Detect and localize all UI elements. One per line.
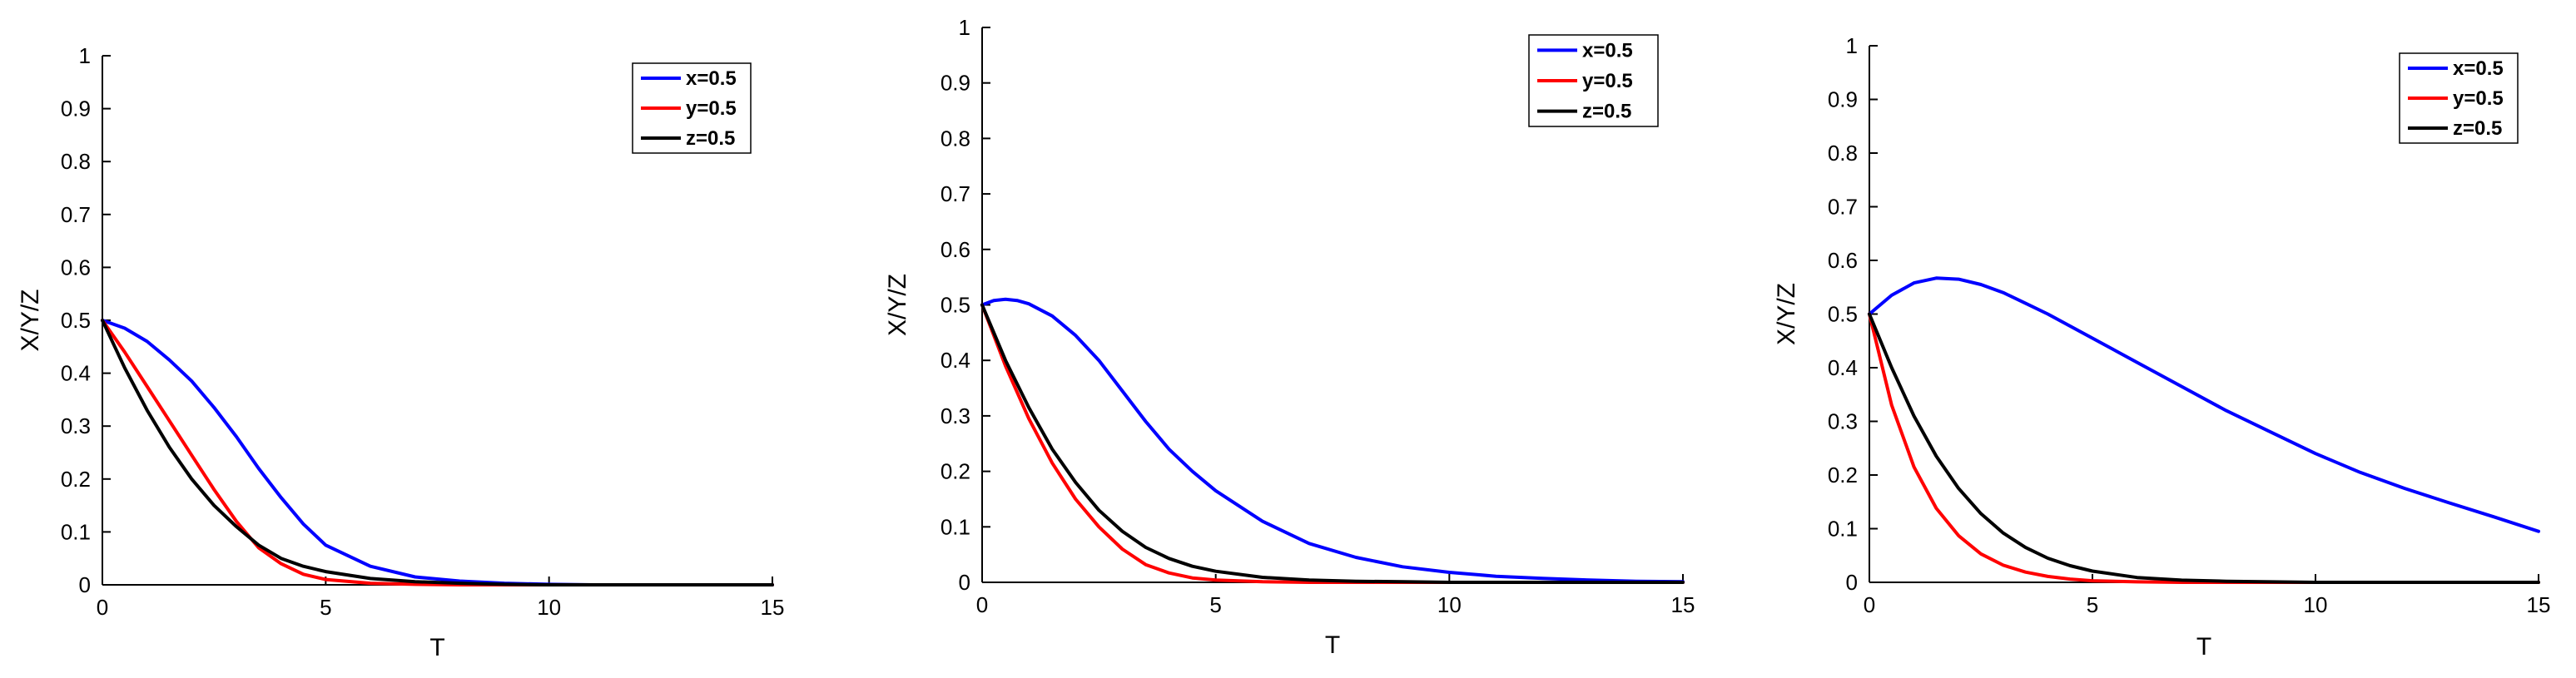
- y-tick-label: 0.6: [1828, 248, 1858, 273]
- legend-entry: x=0.5: [2453, 57, 2504, 80]
- x-tick-label: 10: [2304, 592, 2328, 617]
- y-tick-label: 0.8: [941, 126, 970, 151]
- series-line-y=0.5: [1868, 312, 2540, 584]
- series-line-z=0.5: [1868, 312, 2540, 584]
- legend-entry: z=0.5: [686, 127, 735, 150]
- series-line-x=0.5: [1868, 276, 2540, 533]
- y-tick-label: 0.9: [61, 97, 91, 121]
- y-tick-label: 0: [959, 570, 970, 595]
- x-tick-label: 5: [2087, 592, 2098, 617]
- y-tick-label: 0.1: [941, 514, 970, 539]
- y-tick-label: 1: [959, 15, 970, 40]
- x-tick-label: 5: [320, 595, 331, 620]
- x-tick-label: 0: [97, 595, 108, 620]
- chart-panel-3: 0 0.1 0.2 0.3 0.4 0.5 0.6 0.7 0.8 0.9 1 0 5 10 15 T X/Y/…: [1756, 0, 2576, 678]
- x-tick-label: 5: [1209, 592, 1221, 617]
- y-tick-label: 0.8: [1828, 141, 1858, 166]
- y-tick-label: 0.3: [61, 413, 91, 438]
- y-tick-label: 0.9: [941, 71, 970, 96]
- y-tick-label: 0.1: [61, 519, 91, 544]
- x-axis-label: T: [429, 634, 444, 661]
- x-axis-label: T: [2196, 633, 2211, 661]
- legend: x=0.5 y=0.5 z=0.5: [2399, 52, 2519, 144]
- y-tick-label: 0.7: [61, 202, 91, 227]
- chart-3: 00.10.20.30.40.50.60.70.80.910 5 10 15TX/Y/…: [1773, 33, 2551, 661]
- y-axis-label: X/Y/Z: [1773, 283, 1800, 345]
- legend-entry: y=0.5: [1582, 70, 1633, 92]
- y-tick-label: 0.4: [1828, 355, 1858, 380]
- x-tick-label: 0: [1864, 592, 1875, 617]
- x-tick-label: 10: [537, 595, 561, 620]
- series-line-y=0.5: [101, 319, 774, 586]
- y-tick-label: 0.4: [61, 361, 91, 386]
- y-tick-label: 1: [79, 43, 91, 68]
- y-tick-label: 0.9: [1828, 87, 1858, 112]
- legend: x=0.5 y=0.5 z=0.5: [1528, 34, 1659, 127]
- x-tick-label: 0: [976, 592, 988, 617]
- y-tick-label: 0.8: [61, 149, 91, 174]
- chart-panel-1: 0 0.1 0.2 0.3 0.4 0.5 0.6 0.7 0.8 0.9 1 0 5 10 15 T X/Y/…: [0, 0, 841, 678]
- y-tick-label: 0.2: [1828, 463, 1858, 487]
- series-line-x=0.5: [101, 319, 774, 586]
- series-line-z=0.5: [980, 303, 1685, 584]
- y-tick-label: 0.3: [1828, 409, 1858, 434]
- y-tick-label: 0.7: [1828, 195, 1858, 220]
- legend-entry: z=0.5: [2453, 117, 2502, 140]
- x-tick-label: 10: [1437, 592, 1462, 617]
- legend-entry: z=0.5: [1582, 101, 1631, 123]
- chart-2: 00.10.20.30.40.50.60.70.80.910 5 10 15TX/Y/…: [884, 15, 1695, 659]
- y-tick-label: 0.7: [941, 181, 970, 206]
- y-tick-label: 0.2: [61, 467, 91, 492]
- y-tick-label: 0.6: [61, 255, 91, 280]
- series-line-z=0.5: [101, 319, 774, 586]
- y-tick-label: 0.5: [941, 293, 970, 318]
- y-tick-label: 0.5: [1828, 302, 1858, 327]
- legend-entry: x=0.5: [1582, 39, 1633, 62]
- x-tick-label: 15: [761, 595, 785, 620]
- legend-entry: y=0.5: [686, 97, 737, 120]
- legend-entry: x=0.5: [686, 67, 737, 90]
- y-tick-label: 1: [1846, 33, 1858, 58]
- legend: x=0.5 y=0.5 z=0.5: [632, 62, 752, 154]
- x-axis-label: T: [1325, 631, 1340, 659]
- y-axis-label: X/Y/Z: [884, 274, 911, 336]
- y-tick-label: 0.6: [941, 237, 970, 262]
- chart-1: 00.10.20.30.40.50.60.70.80.910 5 10 15TX/Y/…: [17, 43, 785, 661]
- y-tick-label: 0.4: [941, 348, 970, 373]
- legend-entry: y=0.5: [2453, 87, 2504, 110]
- y-tick-label: 0.1: [1828, 517, 1858, 542]
- y-tick-label: 0.3: [941, 403, 970, 428]
- y-tick-label: 0: [79, 572, 91, 597]
- y-axis-label: X/Y/Z: [17, 289, 44, 351]
- y-tick-label: 0.2: [941, 459, 970, 484]
- x-tick-label: 15: [1671, 592, 1695, 617]
- y-tick-label: 0.5: [61, 308, 91, 333]
- series-line-x=0.5: [980, 297, 1685, 584]
- chart-panel-2: 0 0.1 0.2 0.3 0.4 0.5 0.6 0.7 0.8 0.9 1 0 5 10 15 T X/Y/…: [866, 0, 1715, 678]
- y-tick-label: 0: [1846, 570, 1858, 595]
- x-tick-label: 15: [2527, 592, 2551, 617]
